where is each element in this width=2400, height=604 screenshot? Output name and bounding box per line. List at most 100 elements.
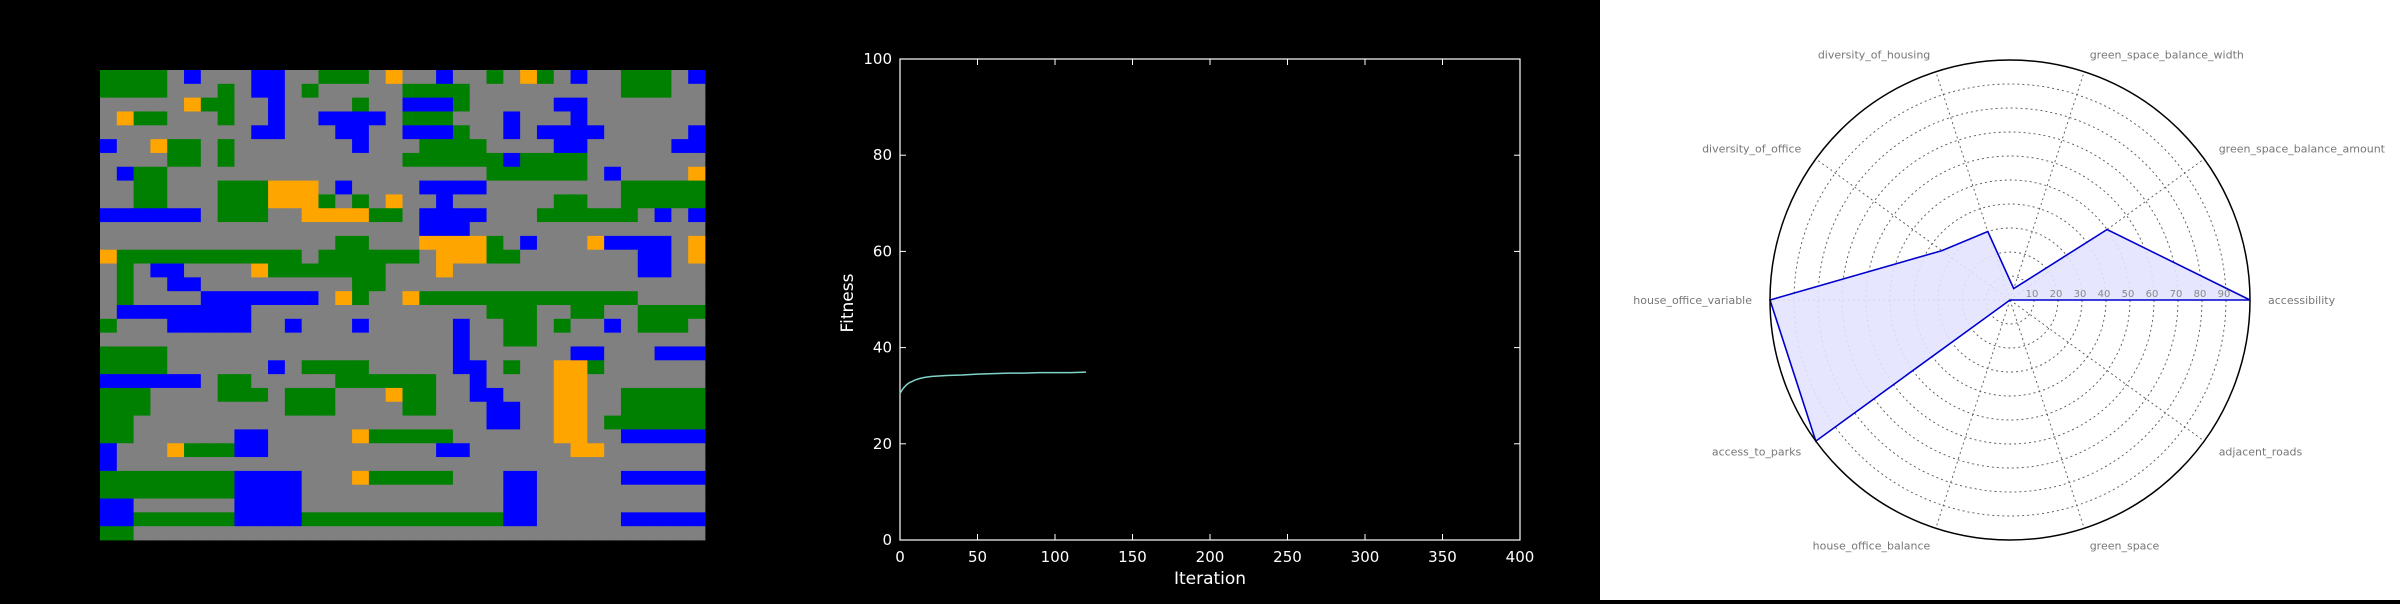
road-cell	[637, 291, 655, 306]
green-cell	[100, 318, 118, 334]
green-cell	[671, 387, 689, 403]
green-cell	[167, 152, 185, 168]
office-cell	[654, 249, 672, 264]
road-cell	[620, 443, 639, 458]
road-cell	[368, 318, 387, 334]
green-cell	[436, 83, 454, 99]
green-cell	[368, 277, 387, 292]
road-cell	[671, 208, 689, 223]
green-cell	[133, 346, 151, 361]
road-cell	[301, 526, 319, 541]
housing-cell	[284, 194, 303, 209]
road-cell	[284, 139, 303, 154]
office-cell	[654, 263, 672, 278]
road-cell	[301, 305, 319, 320]
green-cell	[184, 152, 202, 168]
green-cell	[385, 512, 403, 527]
green-cell	[352, 360, 370, 375]
office-cell	[200, 291, 219, 306]
office-cell	[184, 208, 202, 223]
road-cell	[184, 111, 202, 126]
road-cell	[251, 235, 269, 251]
road-cell	[536, 222, 555, 237]
road-cell	[234, 152, 252, 168]
road-cell	[587, 263, 605, 278]
road-cell	[604, 526, 622, 541]
office-cell	[671, 512, 689, 527]
road-cell	[116, 222, 135, 237]
road-cell	[536, 277, 555, 292]
housing-cell	[150, 139, 168, 154]
road-cell	[436, 318, 454, 334]
road-cell	[368, 97, 387, 112]
radial-tick-label: 40	[2098, 289, 2111, 300]
road-cell	[469, 70, 487, 85]
green-cell	[335, 249, 353, 264]
office-cell	[553, 139, 571, 154]
road-cell	[385, 125, 403, 140]
road-cell	[368, 332, 387, 347]
road-cell	[570, 470, 588, 486]
road-cell	[234, 83, 252, 99]
green-cell	[688, 401, 706, 416]
road-cell	[637, 208, 655, 223]
road-cell	[234, 97, 252, 112]
road-cell	[301, 139, 319, 154]
office-cell	[402, 97, 420, 112]
housing-cell	[268, 180, 286, 195]
office-cell	[419, 208, 437, 223]
office-cell	[150, 374, 168, 389]
road-cell	[620, 263, 639, 278]
road-cell	[184, 222, 202, 237]
road-cell	[436, 401, 454, 416]
road-cell	[368, 291, 387, 306]
road-cell	[284, 346, 303, 361]
road-cell	[671, 235, 689, 251]
road-cell	[570, 235, 588, 251]
road-cell	[671, 70, 689, 85]
green-cell	[637, 415, 655, 430]
road-cell	[654, 166, 672, 181]
road-cell	[688, 526, 706, 541]
green-cell	[100, 401, 118, 416]
road-cell	[133, 277, 151, 292]
road-cell	[402, 484, 420, 499]
green-cell	[503, 166, 521, 181]
green-cell	[200, 97, 219, 112]
road-cell	[587, 332, 605, 347]
green-cell	[150, 470, 168, 486]
road-cell	[167, 401, 185, 416]
green-cell	[385, 208, 403, 223]
office-cell	[100, 374, 118, 389]
road-cell	[654, 360, 672, 375]
road-cell	[553, 83, 571, 99]
road-cell	[385, 291, 403, 306]
road-cell	[251, 139, 269, 154]
road-cell	[385, 318, 403, 334]
green-cell	[368, 374, 387, 389]
office-cell	[452, 443, 471, 458]
office-cell	[167, 277, 185, 292]
road-cell	[116, 457, 135, 472]
green-cell	[368, 512, 387, 527]
green-cell	[368, 470, 387, 486]
housing-cell	[570, 374, 588, 389]
road-cell	[200, 429, 219, 444]
road-cell	[200, 235, 219, 251]
road-cell	[587, 194, 605, 209]
road-cell	[536, 484, 555, 499]
road-cell	[536, 97, 555, 112]
office-cell	[620, 470, 639, 486]
green-cell	[671, 305, 689, 320]
road-cell	[184, 166, 202, 181]
road-cell	[536, 374, 555, 389]
housing-cell	[352, 470, 370, 486]
green-cell	[620, 387, 639, 403]
road-cell	[268, 235, 286, 251]
road-cell	[419, 415, 437, 430]
green-cell	[167, 249, 185, 264]
road-cell	[368, 222, 387, 237]
road-cell	[133, 139, 151, 154]
road-cell	[268, 152, 286, 168]
road-cell	[284, 152, 303, 168]
